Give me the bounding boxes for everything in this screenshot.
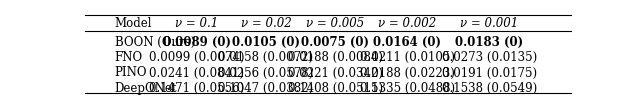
Text: 0.0273 (0.0135): 0.0273 (0.0135) bbox=[442, 51, 537, 64]
Text: 0.0089 (0): 0.0089 (0) bbox=[163, 36, 230, 49]
Text: DeepONet: DeepONet bbox=[115, 82, 177, 95]
Text: 0.0099 (0.0074): 0.0099 (0.0074) bbox=[149, 51, 244, 64]
Text: 0.0188 (0.0084): 0.0188 (0.0084) bbox=[288, 51, 383, 64]
Text: ν = 0.002: ν = 0.002 bbox=[378, 17, 436, 30]
Text: 0.0221 (0.0342): 0.0221 (0.0342) bbox=[288, 66, 383, 80]
Text: BOON (Ours): BOON (Ours) bbox=[115, 36, 195, 49]
Text: Model: Model bbox=[115, 17, 152, 30]
Text: 0.0191 (0.0175): 0.0191 (0.0175) bbox=[442, 66, 537, 80]
Text: 0.0075 (0): 0.0075 (0) bbox=[301, 36, 369, 49]
Text: ν = 0.005: ν = 0.005 bbox=[307, 17, 365, 30]
Text: 0.1047 (0.0382): 0.1047 (0.0382) bbox=[218, 82, 314, 95]
Text: 0.0241 (0.0841): 0.0241 (0.0841) bbox=[149, 66, 244, 80]
Text: 0.0105 (0): 0.0105 (0) bbox=[232, 36, 300, 49]
Text: 0.0164 (0): 0.0164 (0) bbox=[373, 36, 442, 49]
Text: 0.1335 (0.0488): 0.1335 (0.0488) bbox=[360, 82, 455, 95]
Text: PINO: PINO bbox=[115, 66, 147, 80]
Text: 0.0256 (0.0578): 0.0256 (0.0578) bbox=[218, 66, 314, 80]
Text: 0.0211 (0.0105): 0.0211 (0.0105) bbox=[360, 51, 455, 64]
Text: 0.0183 (0): 0.0183 (0) bbox=[455, 36, 524, 49]
Text: 0.0188 (0.0223): 0.0188 (0.0223) bbox=[360, 66, 455, 80]
Text: ν = 0.02: ν = 0.02 bbox=[241, 17, 291, 30]
Text: ν = 0.1: ν = 0.1 bbox=[175, 17, 218, 30]
Text: 0.1408 (0.0515): 0.1408 (0.0515) bbox=[288, 82, 383, 95]
Text: 0.1538 (0.0549): 0.1538 (0.0549) bbox=[442, 82, 537, 95]
Text: 0.1471 (0.0556): 0.1471 (0.0556) bbox=[149, 82, 244, 95]
Text: 0.0158 (0.0072): 0.0158 (0.0072) bbox=[218, 51, 314, 64]
Text: ν = 0.001: ν = 0.001 bbox=[460, 17, 518, 30]
Text: FNO: FNO bbox=[115, 51, 143, 64]
